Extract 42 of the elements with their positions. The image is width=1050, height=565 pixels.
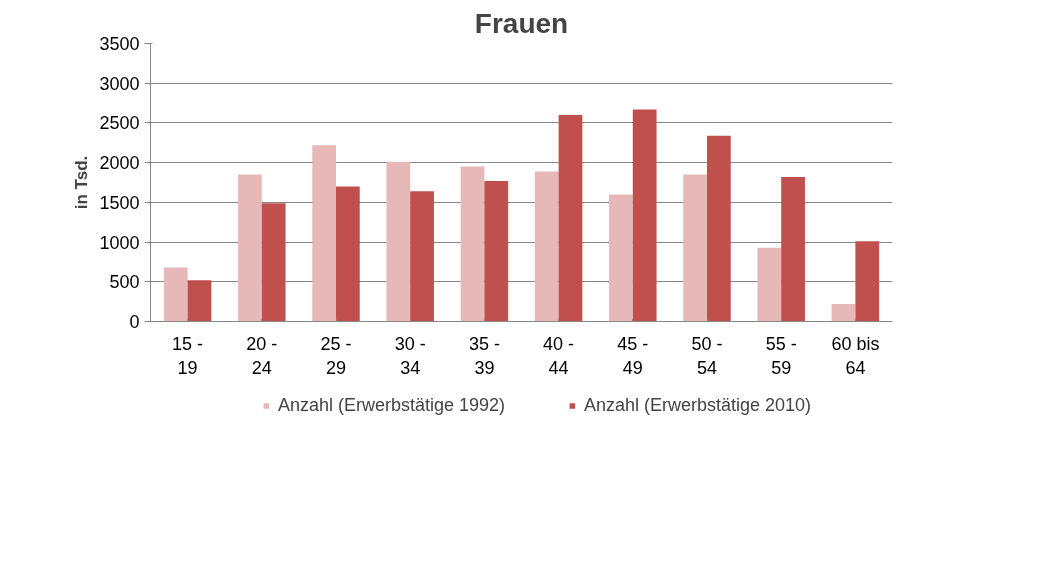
x-tick-label: 55 - 59 [765, 333, 797, 378]
legend-label: Anzahl (Erwerbstätige 1992) [277, 394, 505, 416]
bar [757, 247, 782, 322]
bar [410, 191, 434, 322]
x-tick-label: 15 - 19 [172, 333, 204, 378]
bar [707, 135, 731, 322]
x-tick-label: 40 - 44 [543, 333, 575, 378]
bar [855, 241, 880, 322]
bar [460, 166, 485, 322]
x-tick-label: 25 - 29 [320, 333, 352, 378]
legend-label: Anzahl (Erwerbstätige 2010) [584, 394, 812, 416]
x-tick-label: 20 - 24 [246, 333, 278, 378]
bar [558, 114, 583, 322]
bar [187, 280, 212, 322]
bar [683, 174, 707, 322]
x-tick-label: 45 - 49 [617, 333, 649, 378]
bar [336, 186, 360, 322]
y-tick-label: 3000 [99, 73, 140, 94]
y-tick-label: 3500 [99, 34, 140, 54]
x-tick-label: 50 - 54 [691, 333, 723, 378]
chart-title: Frauen [474, 7, 569, 39]
y-tick-label: 2000 [99, 153, 140, 174]
bar [238, 174, 262, 322]
x-tick-label: 35 - 39 [468, 333, 500, 378]
y-tick-label: 1000 [99, 232, 140, 253]
y-tick-label: 1500 [99, 192, 140, 213]
bar [781, 176, 805, 322]
bar [831, 304, 856, 322]
y-tick-label: 2500 [99, 113, 140, 134]
bar [261, 203, 286, 322]
y-tick-label: 500 [109, 272, 140, 293]
y-tick-label: 0 [129, 312, 140, 332]
bar [163, 267, 188, 322]
bar [484, 180, 509, 322]
bar [632, 109, 657, 322]
y-axis-title: in Tsd. [72, 155, 92, 210]
bar [386, 161, 411, 322]
x-tick-label: 30 - 34 [394, 333, 426, 378]
x-tick-label: 60 bis 64 [831, 333, 880, 378]
bar [534, 171, 559, 322]
bar [609, 194, 633, 322]
bar [312, 145, 336, 322]
